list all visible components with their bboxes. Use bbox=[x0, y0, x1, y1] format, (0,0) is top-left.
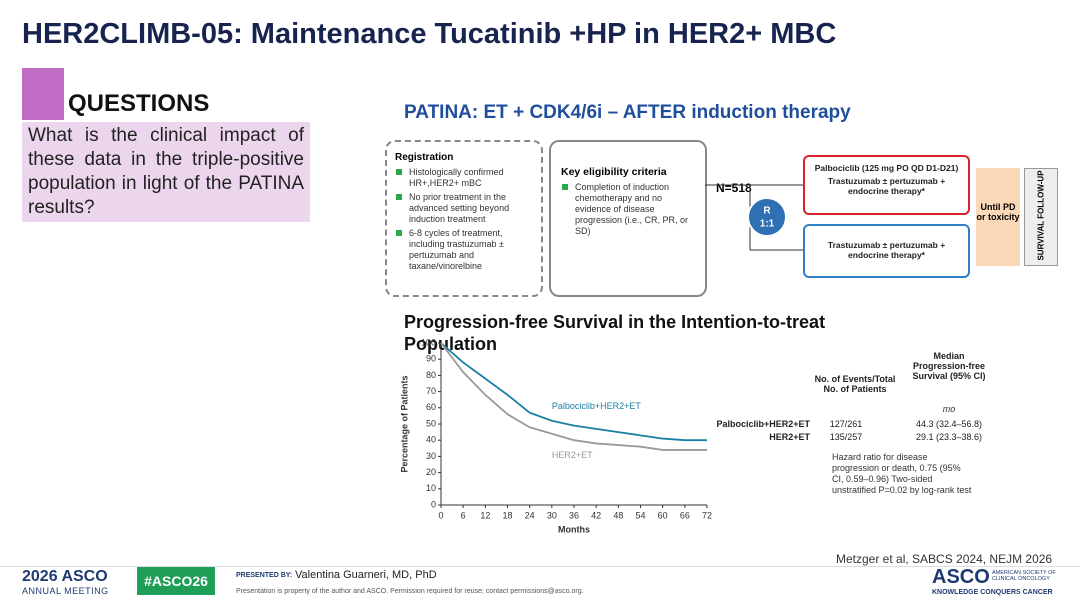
notice: Presentation is property of the author a… bbox=[236, 588, 584, 595]
eligibility-title: Key eligibility criteria bbox=[561, 166, 667, 178]
stats-cell: 44.3 (32.4–56.8) bbox=[915, 419, 983, 429]
registration-item: No prior treatment in the advanced setti… bbox=[395, 192, 533, 225]
registration-item: Histologically confirmed HR+,HER2+ mBC bbox=[395, 167, 533, 189]
x-tick-label: 42 bbox=[591, 510, 601, 520]
x-tick-label: 36 bbox=[569, 510, 579, 520]
arm2-backbone: Trastuzumab ± pertuzumab + endocrine the… bbox=[827, 240, 946, 260]
y-tick-label: 100 bbox=[421, 337, 436, 347]
series-label: Palbociclib+HER2+ET bbox=[552, 401, 642, 411]
x-tick-label: 48 bbox=[613, 510, 623, 520]
presented-by: PRESENTED BY: bbox=[236, 572, 293, 579]
randomization-circle bbox=[747, 197, 787, 237]
footer-divider bbox=[0, 566, 1080, 567]
followup-label: SURVIVAL FOLLOW-UP bbox=[1036, 170, 1046, 261]
followup-box: SURVIVAL FOLLOW-UP bbox=[1024, 168, 1058, 266]
x-axis-label: Months bbox=[558, 524, 590, 534]
y-tick-label: 20 bbox=[426, 467, 436, 477]
tagline: KNOWLEDGE CONQUERS CANCER bbox=[932, 589, 1053, 596]
y-axis-label: Percentage of Patients bbox=[399, 375, 409, 472]
arm1-drug: Palbociclib (125 mg PO QD D1-D21) bbox=[814, 163, 959, 173]
y-tick-label: 70 bbox=[426, 386, 436, 396]
accent-square bbox=[22, 68, 64, 120]
survival-curve bbox=[440, 342, 707, 451]
y-tick-label: 10 bbox=[426, 483, 436, 493]
y-tick-label: 60 bbox=[426, 402, 436, 412]
x-tick-label: 18 bbox=[502, 510, 512, 520]
registration-title: Registration bbox=[395, 152, 454, 163]
stats-cell: HER2+ET bbox=[769, 432, 810, 442]
randomization-r: R bbox=[763, 206, 771, 217]
hashtag: #ASCO26 bbox=[137, 567, 215, 595]
x-tick-label: 54 bbox=[635, 510, 645, 520]
slide-title: HER2CLIMB-05: Maintenance Tucatinib +HP … bbox=[22, 18, 837, 50]
y-tick-label: 0 bbox=[431, 499, 436, 509]
y-tick-label: 80 bbox=[426, 370, 436, 380]
randomization-ratio: 1:1 bbox=[760, 219, 775, 230]
stats-cell: Palbociclib+HER2+ET bbox=[716, 419, 810, 429]
until-pd: Until PD or toxicity bbox=[976, 168, 1020, 266]
y-tick-label: 30 bbox=[426, 451, 436, 461]
y-tick-label: 40 bbox=[426, 435, 436, 445]
y-tick-label: 50 bbox=[426, 418, 436, 428]
citation: Metzger et al, SABCS 2024, NEJM 2026 bbox=[836, 552, 1053, 566]
x-tick-label: 0 bbox=[438, 510, 443, 520]
eligibility-item: Completion of induction chemotherapy and… bbox=[561, 182, 695, 237]
meeting-name: 2026 ASCO bbox=[22, 568, 108, 585]
x-tick-label: 30 bbox=[547, 510, 557, 520]
x-tick-label: 60 bbox=[658, 510, 668, 520]
arm1-box: Palbociclib (125 mg PO QD D1-D21) Trastu… bbox=[803, 155, 970, 215]
x-tick-label: 6 bbox=[461, 510, 466, 520]
eligibility-box: Key eligibility criteria Completion of i… bbox=[549, 140, 707, 297]
stats-cell: 127/261 bbox=[829, 419, 863, 429]
stats-note: Hazard ratio for disease progression or … bbox=[832, 452, 972, 495]
stats-unit: mo bbox=[942, 404, 956, 414]
x-tick-label: 24 bbox=[525, 510, 535, 520]
stats-header-events: No. of Events/Total No. of Patients bbox=[814, 374, 896, 394]
x-tick-label: 12 bbox=[480, 510, 490, 520]
series-label: HER2+ET bbox=[552, 450, 593, 460]
arm2-box: Trastuzumab ± pertuzumab + endocrine the… bbox=[803, 224, 970, 278]
questions-heading: QUESTIONS bbox=[68, 90, 210, 117]
x-tick-label: 66 bbox=[680, 510, 690, 520]
presenter: Valentina Guarneri, MD, PhD bbox=[295, 569, 437, 581]
society: AMERICAN SOCIETY OF CLINICAL ONCOLOGY bbox=[992, 570, 1056, 582]
registration-item: 6-8 cycles of treatment, including trast… bbox=[395, 228, 533, 272]
stats-cell: 135/257 bbox=[829, 432, 863, 442]
patina-heading: PATINA: ET + CDK4/6i – AFTER induction t… bbox=[404, 102, 851, 123]
km-chart: 0 10 20 30 40 50 60 70 80 90 100 0 6 12 18 24 30 36 42 48 54… bbox=[399, 337, 712, 534]
arm1-backbone: Trastuzumab ± pertuzumab + endocrine the… bbox=[827, 176, 946, 196]
registration-box: Registration Histologically confirmed HR… bbox=[385, 140, 543, 297]
randomization-diagram: R 1:1 bbox=[705, 184, 805, 251]
questions-text: What is the clinical impact of these dat… bbox=[22, 122, 310, 222]
chart-title: Progression-free Survival in the Intenti… bbox=[404, 312, 826, 354]
x-tick-label: 72 bbox=[702, 510, 712, 520]
stats-cell: 29.1 (23.3–38.6) bbox=[915, 432, 983, 442]
y-tick-label: 90 bbox=[426, 354, 436, 364]
registration-list: Histologically confirmed HR+,HER2+ mBC No… bbox=[395, 167, 533, 272]
stats-header-median: Median Progression-free Survival (95% CI… bbox=[912, 351, 986, 381]
asco-logo: ASCO bbox=[932, 566, 990, 588]
eligibility-list: Completion of induction chemotherapy and… bbox=[561, 182, 695, 237]
survival-curve bbox=[440, 342, 707, 442]
meeting-sub: ANNUAL MEETING bbox=[22, 586, 109, 596]
